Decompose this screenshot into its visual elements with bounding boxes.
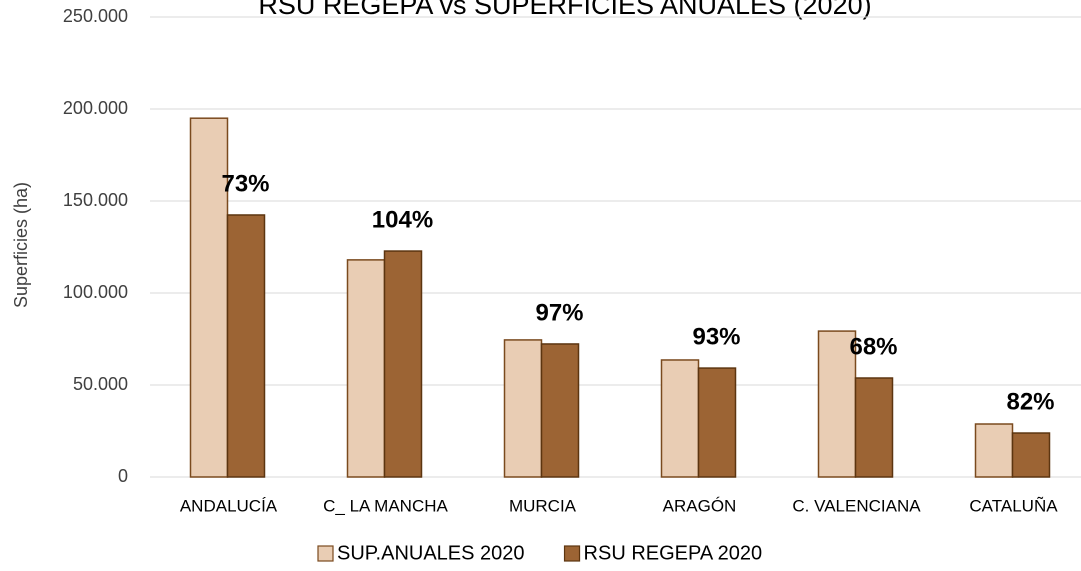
chart-title: RSU REGEPA vs SUPERFICIES ANUALES (2020) [258,0,871,20]
bar [383,250,423,478]
annotation: 104% [372,206,433,233]
x-tick-label: CATALUÑA [969,496,1058,515]
x-tick-label: C_ LA MANCHA [323,496,448,515]
y-axis-label: Superficies (ha) [11,182,31,308]
annotation: 93% [692,323,740,350]
annotation: 82% [1006,388,1054,415]
bar [1011,432,1051,478]
x-tick-label: ARAGÓN [663,496,737,515]
y-tick-label: 250.000 [63,6,128,26]
bar [503,339,543,478]
y-tick-label: 200.000 [63,98,128,118]
bar [817,330,857,478]
bar [974,423,1014,478]
bar [660,359,700,478]
bar [226,214,266,478]
y-tick-label: 50.000 [73,374,128,394]
bar [854,377,894,478]
y-tick-label: 150.000 [63,190,128,210]
x-tick-label: MURCIA [509,496,577,515]
annotation: 73% [221,170,269,197]
annotation: 68% [849,333,897,360]
y-tick-label: 100.000 [63,282,128,302]
y-tick-label: 0 [118,466,128,486]
bar [540,343,580,478]
legend-swatch [563,545,581,562]
legend-swatch [317,545,334,562]
annotation: 97% [535,299,583,326]
x-tick-label: C. VALENCIANA [792,496,921,515]
legend-label: SUP.ANUALES 2020 [337,542,525,564]
bar [697,367,737,478]
x-tick-label: ANDALUCÍA [180,496,278,515]
legend-label: RSU REGEPA 2020 [584,542,763,564]
bar [346,259,386,478]
